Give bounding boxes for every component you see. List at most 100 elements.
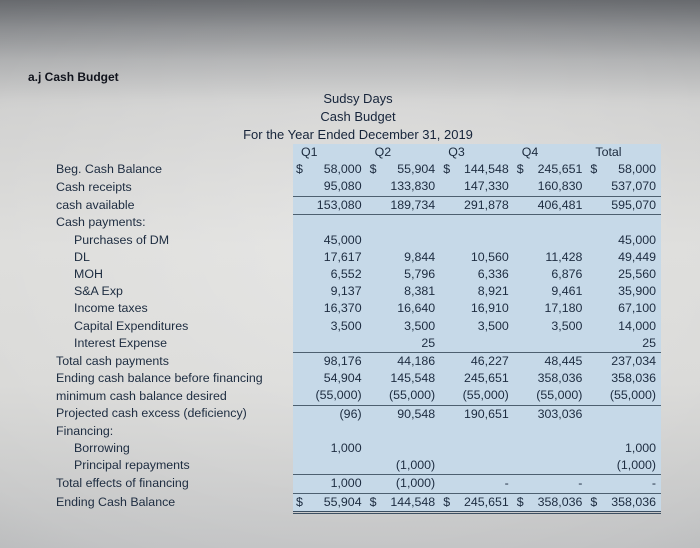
cell-value: 147,330 <box>440 178 514 197</box>
amount: 55,904 <box>323 494 362 509</box>
cell-value: (55,000) <box>440 387 514 406</box>
column-header: Q3 <box>440 144 514 162</box>
cell-value <box>366 422 441 440</box>
cell-value: 1,000 <box>293 439 367 458</box>
cell-value: 45,000 <box>587 231 661 249</box>
cell-value: - <box>440 474 514 494</box>
cell-value: 45,000 <box>293 231 367 249</box>
cell-value: 25 <box>587 334 661 353</box>
budget-table-header-row: Q1 Q2 Q3 Q4 Total <box>55 144 661 162</box>
amount: 245,651 <box>537 162 583 177</box>
cell-value: 358,036 <box>587 370 661 388</box>
cell-value: 145,548 <box>366 370 441 388</box>
row-label: Total effects of financing <box>56 476 189 491</box>
table-row: Cash receipts 95,080 133,830 147,330 160,830… <box>55 178 661 197</box>
cell-value: 160,830 <box>513 178 588 197</box>
cell-value <box>366 439 441 458</box>
cell-value <box>587 422 661 440</box>
row-label: Ending Cash Balance <box>56 495 176 510</box>
row-label: MOH <box>74 266 103 281</box>
cell-value: 35,900 <box>587 283 661 301</box>
cell-value <box>513 334 588 353</box>
dollar-sign: $ <box>369 494 377 509</box>
cell-value: $55,904 <box>293 493 367 514</box>
cell-value: (1,000) <box>366 457 441 476</box>
cell-value: 10,560 <box>440 248 514 266</box>
cell-value: $245,651 <box>513 161 588 179</box>
cell-value: 8,921 <box>440 283 514 301</box>
cell-value: 6,876 <box>513 265 588 284</box>
row-label: Capital Expenditures <box>74 318 189 333</box>
cell-value: 98,176 <box>293 351 367 371</box>
row-label: minimum cash balance desired <box>56 388 227 403</box>
cell-value: 3,500 <box>513 317 588 335</box>
cell-value: 9,137 <box>293 283 367 301</box>
row-label: Borrowing <box>74 440 130 455</box>
cash-budget-table: Q1 Q2 Q3 Q4 Total Beg. Cash Balance $58,000 $5… <box>55 144 661 514</box>
cell-value: 153,080 <box>293 195 367 215</box>
cell-value <box>366 231 441 249</box>
cell-value: 1,000 <box>587 439 661 458</box>
cell-value <box>293 214 367 232</box>
cell-value: 16,370 <box>293 300 367 318</box>
cell-value: 9,461 <box>513 283 588 301</box>
cell-value: 25 <box>366 334 441 353</box>
cell-value: - <box>587 474 661 494</box>
dollar-sign: $ <box>443 162 451 177</box>
table-row: Borrowing 1,000 1,000 <box>55 439 661 458</box>
column-header: Q2 <box>366 144 441 162</box>
cell-value: - <box>513 474 588 494</box>
table-row: Total effects of financing 1,000 (1,000) - -… <box>55 474 661 494</box>
header-spacer <box>55 144 293 161</box>
cell-value: $55,904 <box>366 161 441 179</box>
amount: 144,548 <box>390 494 436 509</box>
row-label: Cash receipts <box>56 179 132 194</box>
cell-value: 16,640 <box>366 300 441 318</box>
amount: 144,548 <box>463 162 509 177</box>
cell-value: 17,617 <box>293 248 367 266</box>
cell-value: 189,734 <box>366 195 441 215</box>
period-title: For the Year Ended December 31, 2019 <box>243 127 473 142</box>
table-row: DL 17,617 9,844 10,560 11,428 49,449 <box>55 248 661 266</box>
cell-value: 291,878 <box>440 195 514 215</box>
table-row: Ending cash balance before financing 54,9… <box>55 370 661 388</box>
table-row: cash available 153,080 189,734 291,878 406,4… <box>55 195 661 215</box>
dollar-sign: $ <box>516 494 524 509</box>
table-row: Principal repayments (1,000) (1,000) <box>55 457 661 476</box>
cell-value: 90,548 <box>366 405 441 423</box>
cell-value: 67,100 <box>587 300 661 318</box>
cell-value: 6,336 <box>440 265 514 284</box>
amount: 58,000 <box>618 162 656 177</box>
cell-value <box>440 439 514 458</box>
cell-value: 190,651 <box>440 405 514 423</box>
cell-value: 3,500 <box>366 317 441 335</box>
report-titles: Sudsy Days Cash Budget For the Year Ende… <box>55 90 661 144</box>
table-row: Capital Expenditures 3,500 3,500 3,500 3,500… <box>55 317 661 335</box>
row-label: Purchases of DM <box>74 232 170 247</box>
cell-value: (1,000) <box>366 474 441 494</box>
cell-value: 3,500 <box>440 317 514 335</box>
row-label: Ending cash balance before financing <box>56 371 263 386</box>
report-title: Cash Budget <box>320 109 396 124</box>
cell-value: 245,651 <box>440 370 514 388</box>
cell-value: 406,481 <box>513 195 588 215</box>
cell-value: 5,796 <box>366 265 441 284</box>
dollar-sign: $ <box>590 162 598 177</box>
cell-value: (55,000) <box>293 387 367 406</box>
cell-value: 17,180 <box>513 300 588 318</box>
row-label: Total cash payments <box>56 353 169 368</box>
cell-value <box>440 422 514 440</box>
cell-value: 48,445 <box>513 351 588 371</box>
dollar-sign: $ <box>369 162 377 177</box>
cell-value: 54,904 <box>293 370 367 388</box>
cell-value: 16,910 <box>440 300 514 318</box>
cell-value <box>513 214 588 232</box>
table-row: Projected cash excess (deficiency) (96) 90… <box>55 405 661 423</box>
amount: 58,000 <box>323 162 362 177</box>
column-header: Q1 <box>293 144 367 162</box>
dollar-sign: $ <box>590 494 598 509</box>
table-row: MOH 6,552 5,796 6,336 6,876 25,560 <box>55 265 661 284</box>
cell-value: 44,186 <box>366 351 441 371</box>
cell-value: 25,560 <box>587 265 661 284</box>
cell-value <box>587 405 661 423</box>
